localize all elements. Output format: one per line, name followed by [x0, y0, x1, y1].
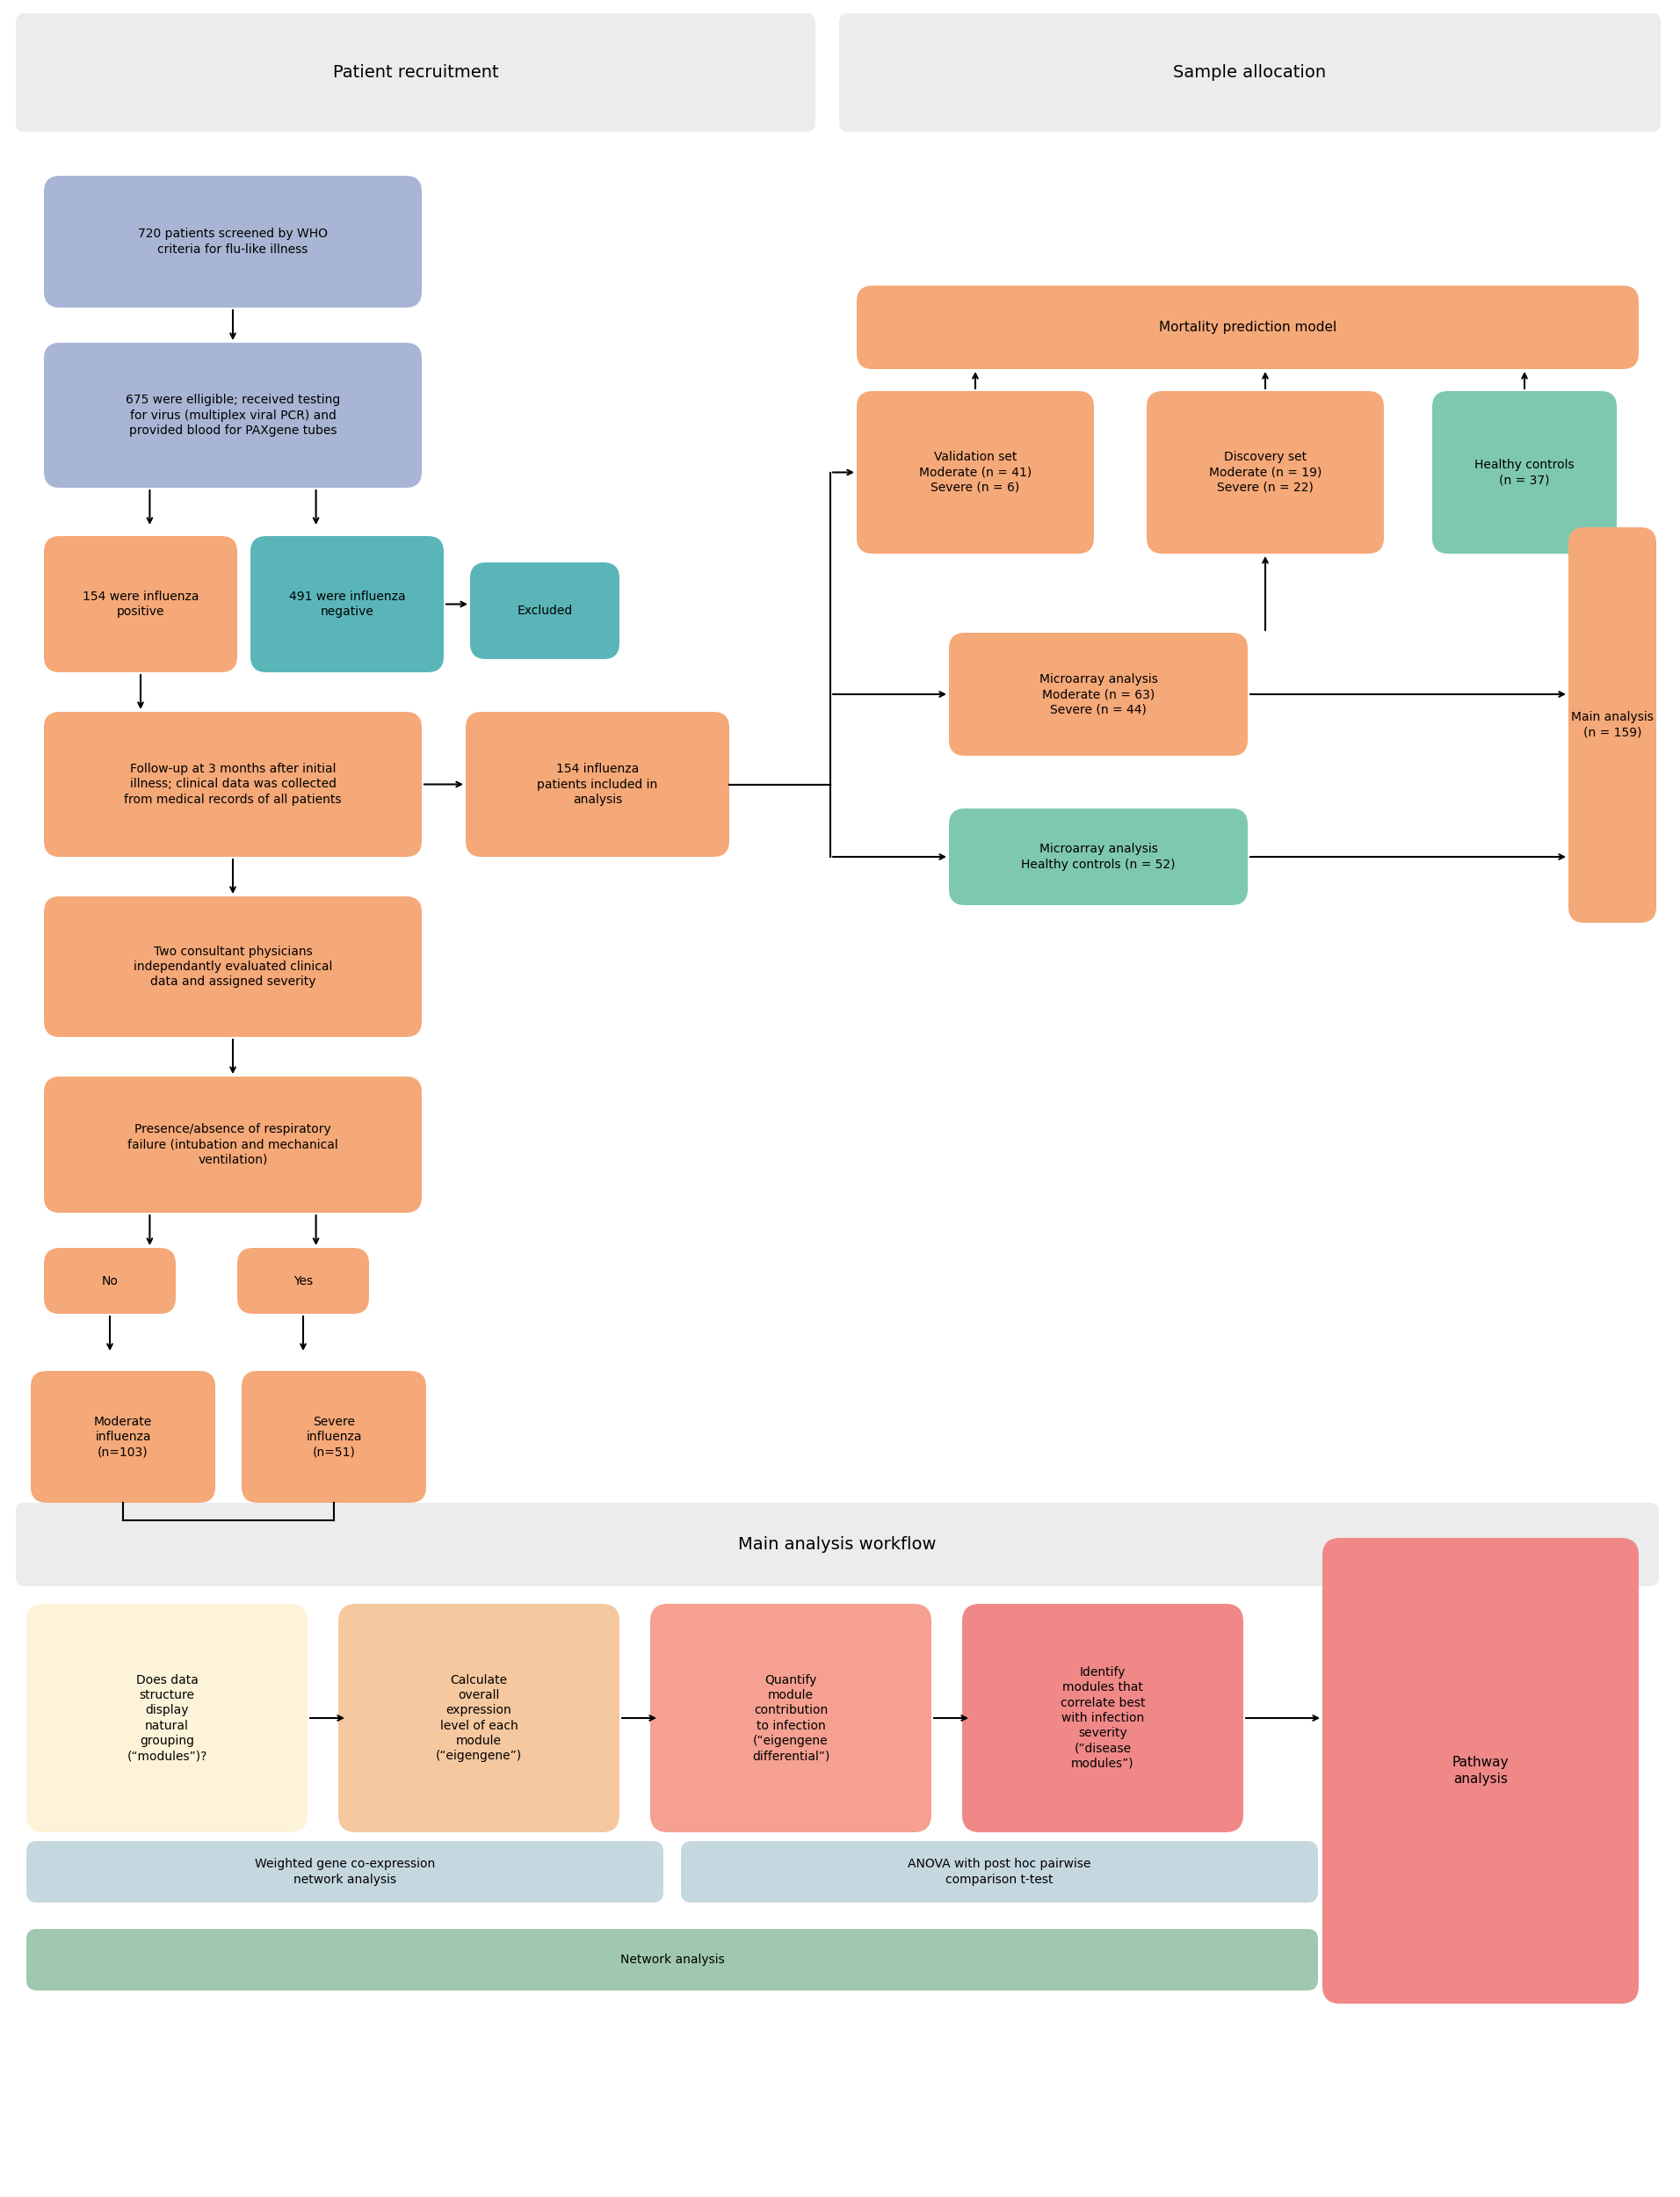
FancyBboxPatch shape — [15, 13, 815, 132]
Text: Quantify
module
contribution
to infection
(“eigengene
differential”): Quantify module contribution to infectio… — [753, 1674, 830, 1762]
FancyBboxPatch shape — [838, 13, 1660, 132]
FancyBboxPatch shape — [1322, 1538, 1638, 2004]
FancyBboxPatch shape — [44, 536, 237, 672]
Text: ANOVA with post hoc pairwise
comparison t-test: ANOVA with post hoc pairwise comparison … — [907, 1859, 1090, 1885]
Text: Severe
influenza
(n=51): Severe influenza (n=51) — [306, 1415, 361, 1459]
FancyBboxPatch shape — [44, 1248, 176, 1314]
Text: Presence/absence of respiratory
failure (intubation and mechanical
ventilation): Presence/absence of respiratory failure … — [128, 1123, 338, 1167]
FancyBboxPatch shape — [857, 391, 1094, 554]
Text: Moderate
influenza
(n=103): Moderate influenza (n=103) — [94, 1415, 153, 1459]
FancyBboxPatch shape — [857, 286, 1638, 369]
FancyBboxPatch shape — [650, 1604, 931, 1832]
Text: Two consultant physicians
independantly evaluated clinical
data and assigned sev: Two consultant physicians independantly … — [133, 945, 333, 989]
Text: Identify
modules that
correlate best
with infection
severity
(“disease
modules”): Identify modules that correlate best wit… — [1060, 1665, 1146, 1771]
Text: Network analysis: Network analysis — [620, 1953, 724, 1966]
Text: No: No — [101, 1274, 118, 1287]
FancyBboxPatch shape — [250, 536, 444, 672]
FancyBboxPatch shape — [15, 1503, 1658, 1586]
Text: Does data
structure
display
natural
grouping
(“modules”)?: Does data structure display natural grou… — [126, 1674, 207, 1762]
Text: 720 patients screened by WHO
criteria for flu-like illness: 720 patients screened by WHO criteria fo… — [138, 228, 328, 255]
Text: Weighted gene co-expression
network analysis: Weighted gene co-expression network anal… — [255, 1859, 435, 1885]
FancyBboxPatch shape — [44, 343, 422, 488]
Text: Healthy controls
(n = 37): Healthy controls (n = 37) — [1475, 459, 1574, 486]
Text: Sample allocation: Sample allocation — [1173, 64, 1327, 81]
FancyBboxPatch shape — [44, 176, 422, 308]
FancyBboxPatch shape — [1569, 527, 1656, 923]
FancyBboxPatch shape — [1433, 391, 1616, 554]
FancyBboxPatch shape — [963, 1604, 1243, 1832]
Text: Mortality prediction model: Mortality prediction model — [1159, 321, 1337, 334]
Text: Pathway
analysis: Pathway analysis — [1452, 1755, 1509, 1786]
FancyBboxPatch shape — [27, 1929, 1319, 1990]
Text: Follow-up at 3 months after initial
illness; clinical data was collected
from me: Follow-up at 3 months after initial illn… — [124, 762, 341, 806]
Text: Yes: Yes — [294, 1274, 312, 1287]
Text: Excluded: Excluded — [517, 604, 573, 617]
Text: Main analysis workflow: Main analysis workflow — [738, 1536, 936, 1553]
Text: Calculate
overall
expression
level of each
module
(“eigengene”): Calculate overall expression level of ea… — [435, 1674, 522, 1762]
Text: Validation set
Moderate (n = 41)
Severe (n = 6): Validation set Moderate (n = 41) Severe … — [919, 450, 1032, 494]
Text: Microarray analysis
Moderate (n = 63)
Severe (n = 44): Microarray analysis Moderate (n = 63) Se… — [1038, 672, 1158, 716]
Text: 675 were elligible; received testing
for virus (multiplex viral PCR) and
provide: 675 were elligible; received testing for… — [126, 393, 339, 437]
Text: 154 were influenza
positive: 154 were influenza positive — [82, 591, 198, 617]
Text: Discovery set
Moderate (n = 19)
Severe (n = 22): Discovery set Moderate (n = 19) Severe (… — [1210, 450, 1322, 494]
FancyBboxPatch shape — [237, 1248, 370, 1314]
Text: 154 influenza
patients included in
analysis: 154 influenza patients included in analy… — [538, 762, 659, 806]
FancyBboxPatch shape — [680, 1841, 1319, 1903]
FancyBboxPatch shape — [27, 1841, 664, 1903]
Text: Microarray analysis
Healthy controls (n = 52): Microarray analysis Healthy controls (n … — [1021, 844, 1176, 870]
FancyBboxPatch shape — [465, 712, 729, 857]
FancyBboxPatch shape — [1147, 391, 1384, 554]
Text: Patient recruitment: Patient recruitment — [333, 64, 499, 81]
FancyBboxPatch shape — [44, 896, 422, 1037]
FancyBboxPatch shape — [338, 1604, 620, 1832]
Text: Main analysis
(n = 159): Main analysis (n = 159) — [1571, 712, 1653, 738]
FancyBboxPatch shape — [949, 633, 1248, 756]
FancyBboxPatch shape — [44, 1077, 422, 1213]
FancyBboxPatch shape — [30, 1371, 215, 1503]
FancyBboxPatch shape — [949, 808, 1248, 905]
FancyBboxPatch shape — [470, 562, 620, 659]
FancyBboxPatch shape — [27, 1604, 307, 1832]
Text: 491 were influenza
negative: 491 were influenza negative — [289, 591, 405, 617]
FancyBboxPatch shape — [242, 1371, 427, 1503]
FancyBboxPatch shape — [44, 712, 422, 857]
